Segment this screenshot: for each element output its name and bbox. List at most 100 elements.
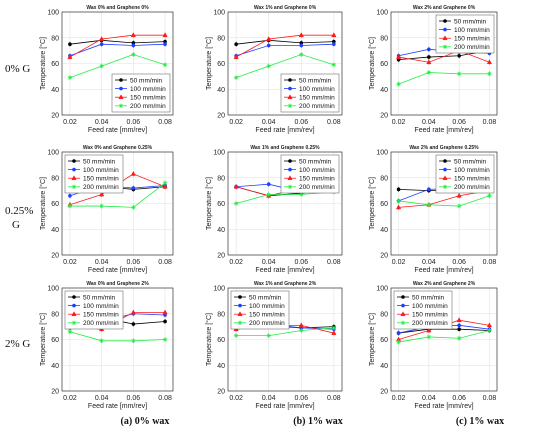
legend-marker — [288, 167, 292, 172]
chart-panel: 20 40 60 80 100 0.02 0.04 0.06 0.08 Wax 1% and Gr… — [205, 145, 343, 274]
data-point — [67, 329, 73, 334]
data-point — [163, 39, 167, 44]
data-point — [487, 71, 492, 76]
series-200-mm-min — [233, 51, 337, 81]
y-axis-label: Temperature [°C] — [368, 177, 376, 230]
x-tick-label: 0.06 — [452, 259, 466, 266]
x-tick-label: 0.02 — [63, 395, 77, 402]
legend-marker — [71, 184, 77, 189]
y-tick-label: 20 — [217, 253, 225, 260]
y-tick-label: 80 — [380, 35, 388, 42]
panel-title: Wax 0% and Graphene 0.25% — [83, 145, 153, 151]
legend-label: 150 mm/min — [454, 176, 490, 183]
chart-panel: 20 40 60 80 100 0.02 0.04 0.06 0.08 Wax 2% and Gr… — [368, 145, 498, 274]
legend-label: 150 mm/min — [454, 36, 490, 43]
legend-marker — [72, 159, 76, 163]
x-axis-label: Feed rate [mm/rev] — [414, 267, 473, 274]
series-200-mm-min — [67, 329, 168, 344]
data-point — [67, 203, 73, 209]
x-tick-label: 0.02 — [392, 119, 406, 126]
chart-panel: 20 40 60 80 100 0.02 0.04 0.06 0.08 Wax 2% and Gr… — [368, 5, 498, 134]
panel-title: Wax 0% and Graphene 2% — [86, 281, 149, 287]
data-point — [99, 63, 104, 69]
data-point — [487, 193, 492, 198]
y-tick-label: 20 — [217, 113, 225, 120]
x-tick-label: 0.04 — [262, 119, 276, 126]
y-tick-label: 60 — [380, 201, 388, 208]
data-point — [299, 43, 304, 48]
data-point — [266, 63, 271, 69]
legend-label: 50 mm/min — [249, 294, 282, 301]
data-point — [266, 43, 271, 48]
y-tick-label: 100 — [213, 150, 225, 157]
data-point — [266, 333, 271, 338]
y-tick-label: 20 — [380, 389, 388, 396]
legend-label: 50 mm/min — [130, 77, 163, 84]
legend-label: 50 mm/min — [83, 294, 116, 301]
data-point — [331, 330, 337, 335]
x-tick-label: 0.08 — [483, 259, 497, 266]
data-point — [68, 42, 72, 46]
legend-marker — [287, 184, 293, 189]
legend-label: 200 mm/min — [83, 184, 119, 191]
x-tick-label: 0.02 — [63, 259, 77, 266]
legend-marker — [238, 303, 242, 308]
data-point — [266, 182, 271, 186]
legend-marker — [71, 311, 77, 317]
y-tick-label: 100 — [47, 286, 59, 293]
y-tick-label: 40 — [380, 227, 388, 234]
x-tick-label: 0.04 — [262, 259, 276, 266]
y-axis-label: Temperature [°C] — [39, 37, 47, 90]
data-point — [162, 180, 168, 186]
legend-marker — [400, 311, 406, 317]
x-tick-label: 0.08 — [327, 395, 341, 402]
data-point — [233, 201, 239, 206]
y-tick-label: 60 — [51, 201, 59, 208]
data-point — [162, 62, 168, 67]
chart-panel: 20 40 60 80 100 0.02 0.04 0.06 0.08 Wax 1% and Gr… — [205, 281, 343, 410]
data-point — [131, 186, 136, 190]
y-tick-label: 80 — [217, 311, 225, 318]
series-150-mm-min — [67, 32, 168, 60]
data-point — [456, 71, 462, 76]
x-tick-label: 0.08 — [483, 119, 497, 126]
x-axis-label: Feed rate [mm/rev] — [88, 403, 147, 410]
data-point — [427, 55, 431, 59]
data-point — [396, 187, 401, 192]
legend-marker — [288, 78, 292, 82]
x-tick-label: 0.04 — [262, 395, 276, 402]
data-point — [131, 52, 136, 57]
legend-label: 150 mm/min — [130, 95, 166, 102]
data-point — [162, 337, 168, 342]
data-point — [332, 42, 336, 46]
x-tick-label: 0.04 — [95, 119, 109, 126]
y-tick-label: 80 — [51, 35, 59, 42]
legend-label: 50 mm/min — [454, 158, 487, 165]
data-point — [163, 319, 167, 324]
legend-marker — [119, 86, 123, 91]
y-tick-label: 20 — [51, 253, 59, 260]
legend-label: 100 mm/min — [454, 167, 490, 174]
column-caption-a: (a) 0% wax — [121, 416, 170, 427]
series-line — [69, 43, 166, 57]
data-point — [233, 54, 239, 59]
legend-label: 200 mm/min — [454, 184, 490, 191]
legend-marker — [288, 159, 292, 163]
legend-label: 150 mm/min — [83, 312, 119, 319]
data-point — [299, 328, 304, 333]
data-point — [426, 70, 432, 75]
plot-frame — [61, 151, 174, 256]
x-tick-label: 0.02 — [229, 395, 243, 402]
legend-marker — [119, 78, 123, 82]
legend-marker — [443, 167, 447, 172]
y-tick-label: 40 — [217, 227, 225, 234]
y-tick-label: 20 — [51, 113, 59, 120]
data-point — [331, 32, 337, 38]
legend-label: 100 mm/min — [83, 303, 119, 310]
row-label-line: G — [12, 219, 20, 231]
y-tick-label: 80 — [51, 175, 59, 182]
data-point — [486, 322, 493, 328]
